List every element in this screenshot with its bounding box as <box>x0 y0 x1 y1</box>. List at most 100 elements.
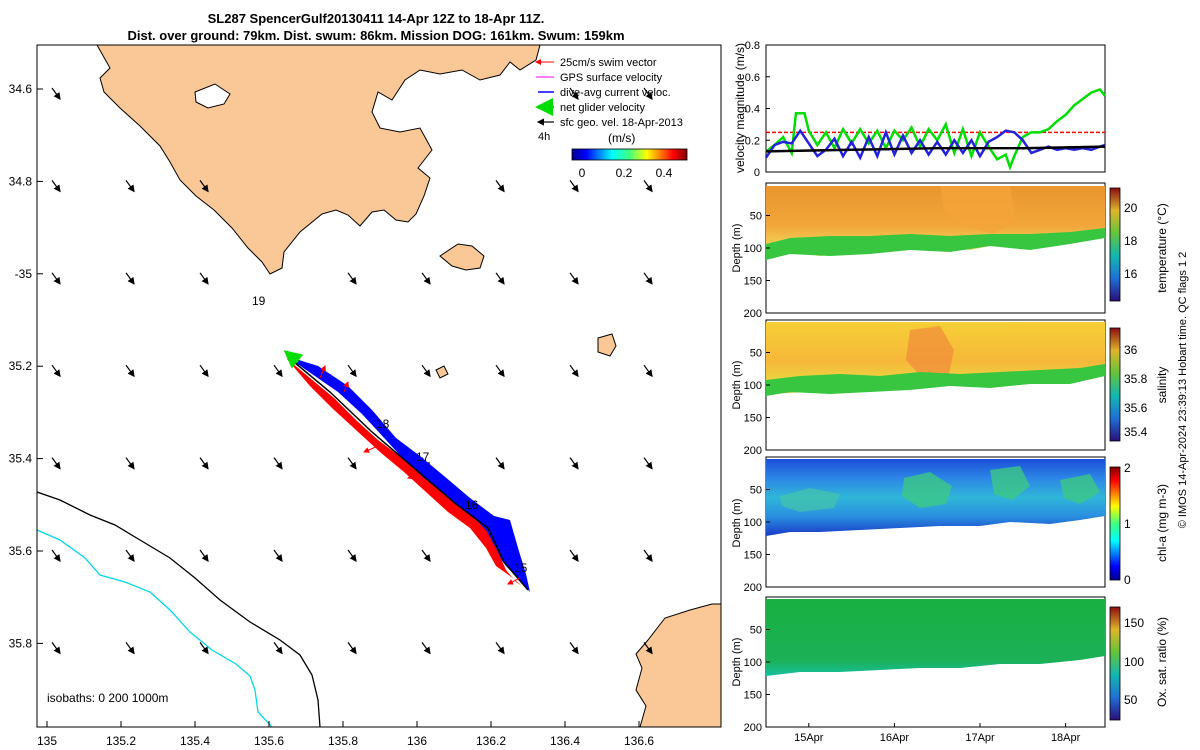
sfc-velocity-arrow <box>347 364 357 378</box>
salinity-colorbar <box>1109 327 1121 442</box>
lat-tick-label: 35.8 <box>9 636 33 650</box>
sfc-velocity-arrow <box>199 364 209 378</box>
chla-patch <box>990 466 1030 500</box>
chla-cbar-label: chl-a (mg m-3) <box>1155 484 1169 562</box>
sfc-velocity-arrow <box>643 87 653 100</box>
lon-tick-label: 135.2 <box>106 734 136 748</box>
sfc-velocity-arrow <box>51 549 61 562</box>
day-label: 17 <box>416 450 430 464</box>
sfc-velocity-arrow <box>495 364 505 378</box>
colorbar-tick: 0.4 <box>656 166 673 180</box>
salinity-panel: 35.4 35.6 35.8 36 salinity Depth (m) <box>731 319 1169 451</box>
day-label: 18 <box>376 417 390 431</box>
depth-tick-label: 100 <box>744 657 762 669</box>
sfc-velocity-arrow <box>347 549 357 562</box>
sfc-velocity-arrow <box>51 180 61 193</box>
oxygen-cbar-tick: 50 <box>1124 693 1138 707</box>
side-note: © IMOS 14-Apr-2024 23:39:13 Hobart time.… <box>1177 252 1189 529</box>
sfc-velocity-arrow <box>51 87 61 100</box>
legend-current-label: dive-avg current veloc. <box>560 87 671 99</box>
swim-arrow <box>343 381 349 393</box>
lon-tick-label: 136.4 <box>550 734 580 748</box>
swim-arrow <box>407 473 421 480</box>
swim-vector-band <box>286 358 522 586</box>
salinity-cbar-label: salinity <box>1155 367 1169 404</box>
velocity-series-line <box>765 145 1106 153</box>
swim-arrow <box>319 365 326 379</box>
sfc-velocity-arrow <box>643 457 653 470</box>
sfc-velocity-arrow <box>347 642 357 655</box>
sfc-velocity-arrow <box>125 457 135 470</box>
lat-tick-label: 35.6 <box>9 544 33 558</box>
velocity-y-tick-label: 0.2 <box>745 135 760 147</box>
date-tick-label: 18Apr <box>1051 732 1081 744</box>
depth-tick-label: 150 <box>744 550 762 562</box>
day-label: 16 <box>465 498 479 512</box>
land-small-island-b <box>435 365 449 379</box>
glider-track-line <box>287 356 529 591</box>
map-panel: 19 18 17 16 15 135 135.2 135.4 135.6 135.8 13… <box>9 44 722 748</box>
chla-patch <box>902 472 952 508</box>
sfc-velocity-arrow <box>569 457 579 470</box>
legend-sfc-label: sfc geo. vel. 18-Apr-2013 <box>560 117 683 129</box>
lon-tick-label: 136 <box>407 734 427 748</box>
lat-tick-label: 35.2 <box>9 359 33 373</box>
sfc-velocity-arrow <box>421 272 431 285</box>
sfc-velocity-arrow <box>569 87 579 100</box>
oxygen-cbar-tick: 150 <box>1124 616 1144 630</box>
depth-tick-label: 150 <box>744 276 762 288</box>
sfc-velocity-arrow <box>421 549 431 562</box>
lon-tick-label: 135.4 <box>180 734 210 748</box>
sfc-velocity-arrow <box>51 457 61 470</box>
lat-tick-label: 34.8 <box>9 174 33 188</box>
colorbar-tick: 0 <box>579 166 586 180</box>
sfc-velocity-arrow <box>421 364 431 378</box>
sfc-velocity-arrow <box>569 180 579 193</box>
depth-tick-label: 100 <box>744 380 762 392</box>
salinity-cbar-tick: 35.4 <box>1124 425 1148 439</box>
chla-patch <box>780 488 840 512</box>
sfc-velocity-arrow <box>495 272 505 285</box>
map-frame <box>36 44 722 728</box>
sfc-velocity-arrow <box>643 180 653 193</box>
depth-tick-label: 200 <box>744 722 762 734</box>
velocity-y-tick-label: 0 <box>754 167 760 179</box>
sfc-velocity-arrow <box>495 180 505 193</box>
chla-patch <box>1060 474 1100 504</box>
lon-tick-label: 136.2 <box>476 734 506 748</box>
sfc-velocity-arrow <box>125 180 135 193</box>
sfc-velocity-arrow <box>347 457 357 470</box>
title-line-2: Dist. over ground: 79km. Dist. swum: 86k… <box>127 28 624 43</box>
sfc-velocity-arrow <box>199 180 209 193</box>
chla-cbar-tick: 2 <box>1124 461 1131 475</box>
sfc-velocity-arrow <box>125 642 135 655</box>
depth-tick-label: 50 <box>750 211 762 223</box>
sfc-velocity-arrow <box>569 272 579 285</box>
sfc-velocity-arrow <box>125 364 135 378</box>
velocity-series <box>764 87 1106 171</box>
map-lat-ticks: 34.6 34.8 -35 35.2 35.4 35.6 35.8 <box>9 82 43 650</box>
sfc-velocity-arrow <box>421 642 431 655</box>
depth-ticks: 50 100 150 200 50 100 150 200 50 100 150 200 50 100 15… <box>744 211 770 734</box>
sfc-velocity-arrow <box>643 272 653 285</box>
depth-tick-label: 50 <box>750 485 762 497</box>
day-label: 19 <box>252 294 266 308</box>
temperature-bottom-band <box>766 228 1105 260</box>
date-tick-label: 15Apr <box>794 732 824 744</box>
velocity-axes <box>765 44 1106 173</box>
chla-panel: 0 1 2 chl-a (mg m-3) Depth (m) <box>731 456 1169 588</box>
oxygen-ylabel: Depth (m) <box>731 638 743 687</box>
oxygen-field <box>766 599 1105 676</box>
oxygen-colorbar <box>1109 606 1121 721</box>
sfc-velocity-arrow <box>199 457 209 470</box>
temperature-ylabel: Depth (m) <box>731 224 743 273</box>
legend-net-label: net glider velocity <box>560 102 645 114</box>
velocity-y-tick-label: 0.4 <box>745 104 760 116</box>
isobath-1000m <box>37 529 273 727</box>
title-line-1: SL287 SpencerGulf20130411 14-Apr 12Z to … <box>208 11 545 26</box>
velocity-y-tick-label: 0.6 <box>745 72 760 84</box>
sfc-velocity-arrow <box>569 364 579 378</box>
sfc-velocity-arrow <box>125 272 135 285</box>
salinity-cbar-tick: 36 <box>1124 343 1138 357</box>
depth-tick-label: 200 <box>744 445 762 457</box>
